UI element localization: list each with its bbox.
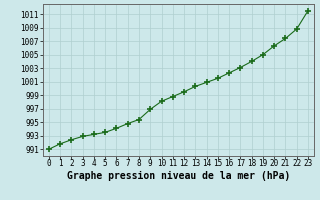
X-axis label: Graphe pression niveau de la mer (hPa): Graphe pression niveau de la mer (hPa) [67,171,290,181]
